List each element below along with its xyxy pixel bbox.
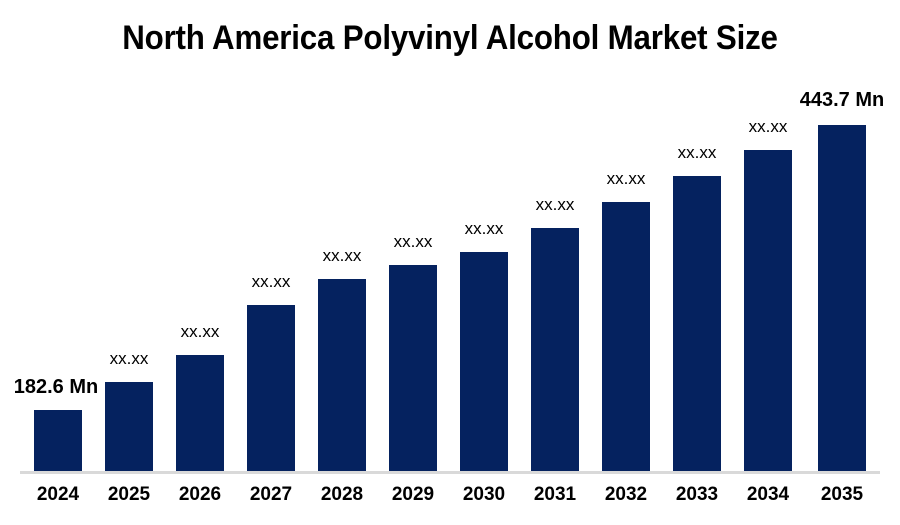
chart-title: North America Polyvinyl Alcohol Market S… xyxy=(122,19,778,57)
bar-2029[interactable] xyxy=(389,265,437,472)
value-label-2026: xx.xx xyxy=(180,322,220,341)
value-label-2028: xx.xx xyxy=(322,246,362,265)
category-label-2035: 2035 xyxy=(820,484,864,505)
category-label-2031: 2031 xyxy=(533,484,577,505)
value-label-2034: xx.xx xyxy=(748,117,788,136)
bar-2025[interactable] xyxy=(105,382,153,472)
bar-2031[interactable] xyxy=(531,228,579,472)
value-label-2032: xx.xx xyxy=(606,169,646,188)
category-label-2032: 2032 xyxy=(604,484,648,505)
bar-2035[interactable] xyxy=(818,125,866,472)
bar-2033[interactable] xyxy=(673,176,721,472)
value-label-2033: xx.xx xyxy=(677,143,717,162)
bar-2032[interactable] xyxy=(602,202,650,472)
category-label-2026: 2026 xyxy=(178,484,222,505)
bar-2028[interactable] xyxy=(318,279,366,472)
category-label-2033: 2033 xyxy=(675,484,719,505)
bar-2030[interactable] xyxy=(460,252,508,472)
bar-2027[interactable] xyxy=(247,305,295,472)
category-label-2028: 2028 xyxy=(320,484,364,505)
value-label-2025: xx.xx xyxy=(109,349,149,368)
x-axis-line xyxy=(20,471,880,474)
value-label-2027: xx.xx xyxy=(251,272,291,291)
bar-2024[interactable] xyxy=(34,410,82,472)
bar-2034[interactable] xyxy=(744,150,792,472)
category-label-2025: 2025 xyxy=(107,484,151,505)
bar-2026[interactable] xyxy=(176,355,224,472)
value-label-2030: xx.xx xyxy=(464,219,504,238)
category-label-2034: 2034 xyxy=(746,484,790,505)
category-label-2024: 2024 xyxy=(36,484,80,505)
category-label-2029: 2029 xyxy=(391,484,435,505)
category-label-2027: 2027 xyxy=(249,484,293,505)
value-label-2031: xx.xx xyxy=(535,195,575,214)
value-label-2024: 182.6 Mn xyxy=(13,376,99,398)
value-label-2029: xx.xx xyxy=(393,232,433,251)
value-label-2035: 443.7 Mn xyxy=(799,89,885,111)
category-label-2030: 2030 xyxy=(462,484,506,505)
